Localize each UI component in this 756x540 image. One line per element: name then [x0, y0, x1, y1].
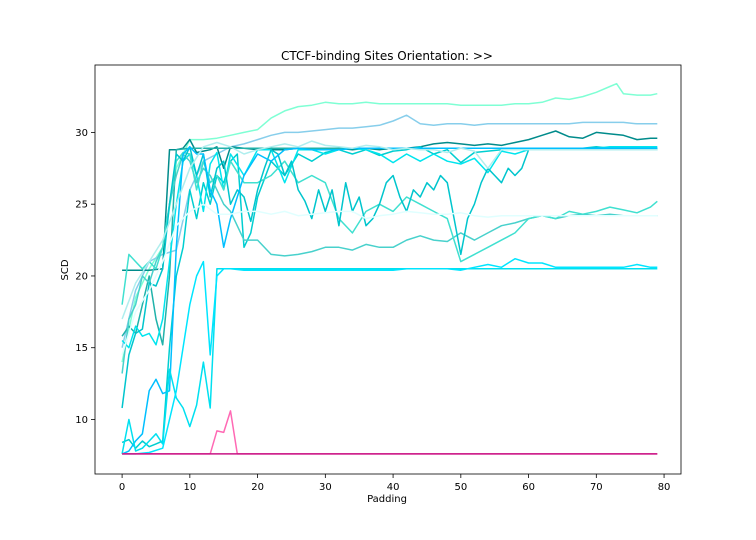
x-tick-label: 40 [387, 482, 400, 493]
series-line-9 [121, 146, 658, 409]
x-tick-label: 10 [183, 482, 196, 493]
series-line-13 [121, 203, 658, 356]
x-tick-label: 20 [251, 482, 264, 493]
series-line-8 [121, 151, 658, 305]
x-tick-label: 80 [658, 482, 671, 493]
y-tick-label: 30 [75, 128, 88, 139]
x-axis: 0 10 20 30 40 50 60 70 80 [119, 474, 671, 493]
series-line-2 [121, 114, 658, 348]
plot-area [121, 82, 658, 455]
series-line-12 [122, 257, 658, 455]
series-line-10 [121, 146, 658, 455]
x-tick-label: 50 [454, 482, 467, 493]
y-tick-label: 20 [75, 271, 88, 282]
series-line-5 [121, 146, 658, 449]
x-tick-label: 0 [119, 482, 125, 493]
y-tick-label: 10 [75, 415, 88, 426]
series-line-1 [121, 82, 658, 363]
x-tick-label: 70 [590, 482, 603, 493]
x-tick-label: 60 [522, 482, 535, 493]
chart-title: CTCF-binding Sites Orientation: >> [281, 49, 493, 63]
series-line-15 [122, 410, 658, 455]
x-tick-label: 30 [319, 482, 332, 493]
y-axis: 10 15 20 25 30 [75, 128, 95, 426]
y-tick-label: 25 [75, 200, 88, 211]
y-axis-label: SCD [60, 259, 71, 280]
series-line-14 [121, 140, 658, 320]
series-line-11 [121, 268, 658, 455]
plot-frame [94, 64, 682, 475]
y-tick-label: 15 [75, 343, 88, 354]
series-line-4 [121, 147, 658, 346]
x-axis-label: Padding [367, 494, 407, 505]
